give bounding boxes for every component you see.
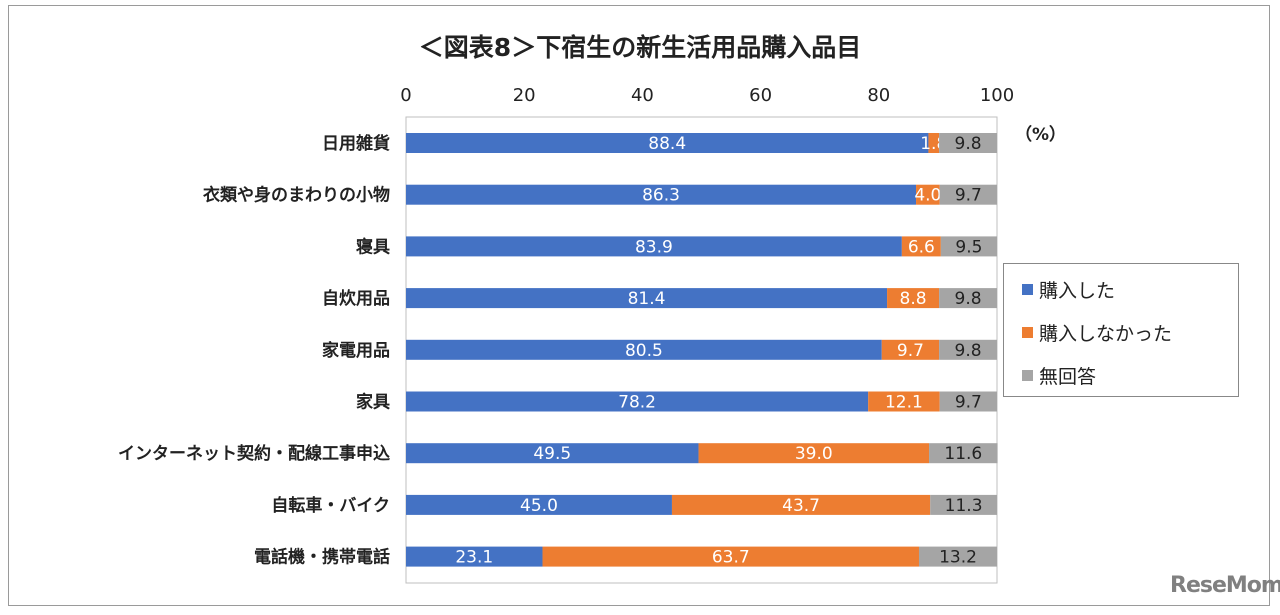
legend: 購入した 購入しなかった 無回答 bbox=[1003, 263, 1239, 397]
chart-frame bbox=[8, 5, 1270, 606]
data-label: 4.0 bbox=[914, 186, 941, 206]
data-label: 6.6 bbox=[908, 237, 935, 257]
bar-segment bbox=[406, 133, 929, 153]
category-label: 家電用品 bbox=[322, 340, 390, 361]
data-label: 9.8 bbox=[955, 134, 982, 154]
bar-segment bbox=[939, 184, 997, 205]
chart-title: ＜図表8＞下宿生の新生活用品購入品目 bbox=[418, 33, 862, 62]
bar-segment bbox=[887, 288, 940, 309]
data-label: 49.5 bbox=[533, 444, 571, 464]
data-label: 8.8 bbox=[900, 289, 927, 309]
data-label: 9.8 bbox=[955, 341, 982, 361]
bar-segment bbox=[406, 546, 543, 567]
bar-segment bbox=[406, 339, 882, 360]
bar-segment bbox=[406, 391, 869, 412]
x-tick-label: 80 bbox=[867, 85, 890, 106]
legend-item-purchased: 購入した bbox=[1022, 276, 1115, 303]
legend-swatch bbox=[1022, 284, 1033, 295]
bar-segment bbox=[406, 443, 699, 464]
data-label: 78.2 bbox=[618, 393, 656, 413]
bar-segment bbox=[939, 339, 997, 360]
legend-label: 購入しなかった bbox=[1039, 323, 1173, 345]
x-tick-label: 60 bbox=[749, 85, 772, 106]
bar-segment bbox=[671, 494, 931, 515]
data-label: 39.0 bbox=[795, 444, 833, 464]
bar-segment bbox=[901, 236, 941, 257]
x-tick-label: 100 bbox=[980, 85, 1014, 106]
bar-segment bbox=[939, 391, 997, 412]
bar-segment bbox=[542, 546, 919, 567]
legend-label: 無回答 bbox=[1039, 366, 1097, 388]
data-label: 43.7 bbox=[782, 496, 820, 516]
data-label: 80.5 bbox=[625, 341, 663, 361]
bar-segment bbox=[939, 133, 997, 153]
x-tick-label: 0 bbox=[400, 85, 411, 106]
data-label: 9.5 bbox=[955, 237, 982, 257]
category-label: 電話機・携帯電話 bbox=[254, 547, 390, 568]
bar-segment bbox=[406, 236, 902, 257]
category-label: 自炊用品 bbox=[322, 288, 390, 309]
bar-segment bbox=[928, 133, 940, 153]
data-label: 13.2 bbox=[939, 548, 977, 568]
data-label: 83.9 bbox=[635, 237, 673, 257]
bar-segment bbox=[930, 494, 997, 515]
bar-segment bbox=[939, 288, 997, 309]
category-label: 日用雑貨 bbox=[322, 133, 390, 154]
legend-item-not-purchased: 購入しなかった bbox=[1022, 319, 1172, 346]
data-label: 11.3 bbox=[945, 496, 983, 516]
bar-segment bbox=[698, 443, 930, 464]
bar-segment bbox=[406, 288, 888, 309]
data-label: 81.4 bbox=[628, 289, 666, 309]
legend-swatch bbox=[1022, 370, 1033, 381]
category-label: 寝具 bbox=[356, 236, 390, 257]
data-label: 86.3 bbox=[642, 186, 680, 206]
bar-segment bbox=[406, 184, 917, 205]
data-label: 9.8 bbox=[955, 289, 982, 309]
legend-swatch bbox=[1022, 327, 1033, 338]
legend-item-no-answer: 無回答 bbox=[1022, 362, 1096, 389]
bar-segment bbox=[918, 546, 997, 567]
bar-segment bbox=[868, 391, 940, 412]
legend-label: 購入した bbox=[1039, 280, 1116, 302]
x-tick-label: 20 bbox=[513, 85, 536, 106]
data-label: 88.4 bbox=[648, 134, 686, 154]
unit-label: （%） bbox=[1015, 125, 1067, 145]
x-tick-label: 40 bbox=[631, 85, 654, 106]
data-label: 9.7 bbox=[955, 393, 982, 413]
data-label: 9.7 bbox=[955, 186, 982, 206]
category-label: インターネット契約・配線工事申込 bbox=[118, 443, 390, 464]
data-label: 45.0 bbox=[520, 496, 558, 516]
bar-segment bbox=[940, 236, 997, 257]
data-label: 63.7 bbox=[712, 548, 750, 568]
bar-segment bbox=[929, 443, 998, 464]
category-label: 家具 bbox=[356, 392, 390, 413]
category-label: 自転車・バイク bbox=[271, 495, 390, 516]
bar-segment bbox=[916, 184, 940, 205]
resemom-logo: ReseMom bbox=[1170, 573, 1280, 598]
data-label: 23.1 bbox=[455, 548, 493, 568]
bar-segment bbox=[406, 494, 672, 515]
data-label: 9.7 bbox=[897, 341, 924, 361]
data-label: 11.6 bbox=[944, 444, 982, 464]
data-label: 12.1 bbox=[885, 393, 923, 413]
bar-segment bbox=[881, 339, 940, 360]
category-label: 衣類や身のまわりの小物 bbox=[203, 185, 390, 206]
